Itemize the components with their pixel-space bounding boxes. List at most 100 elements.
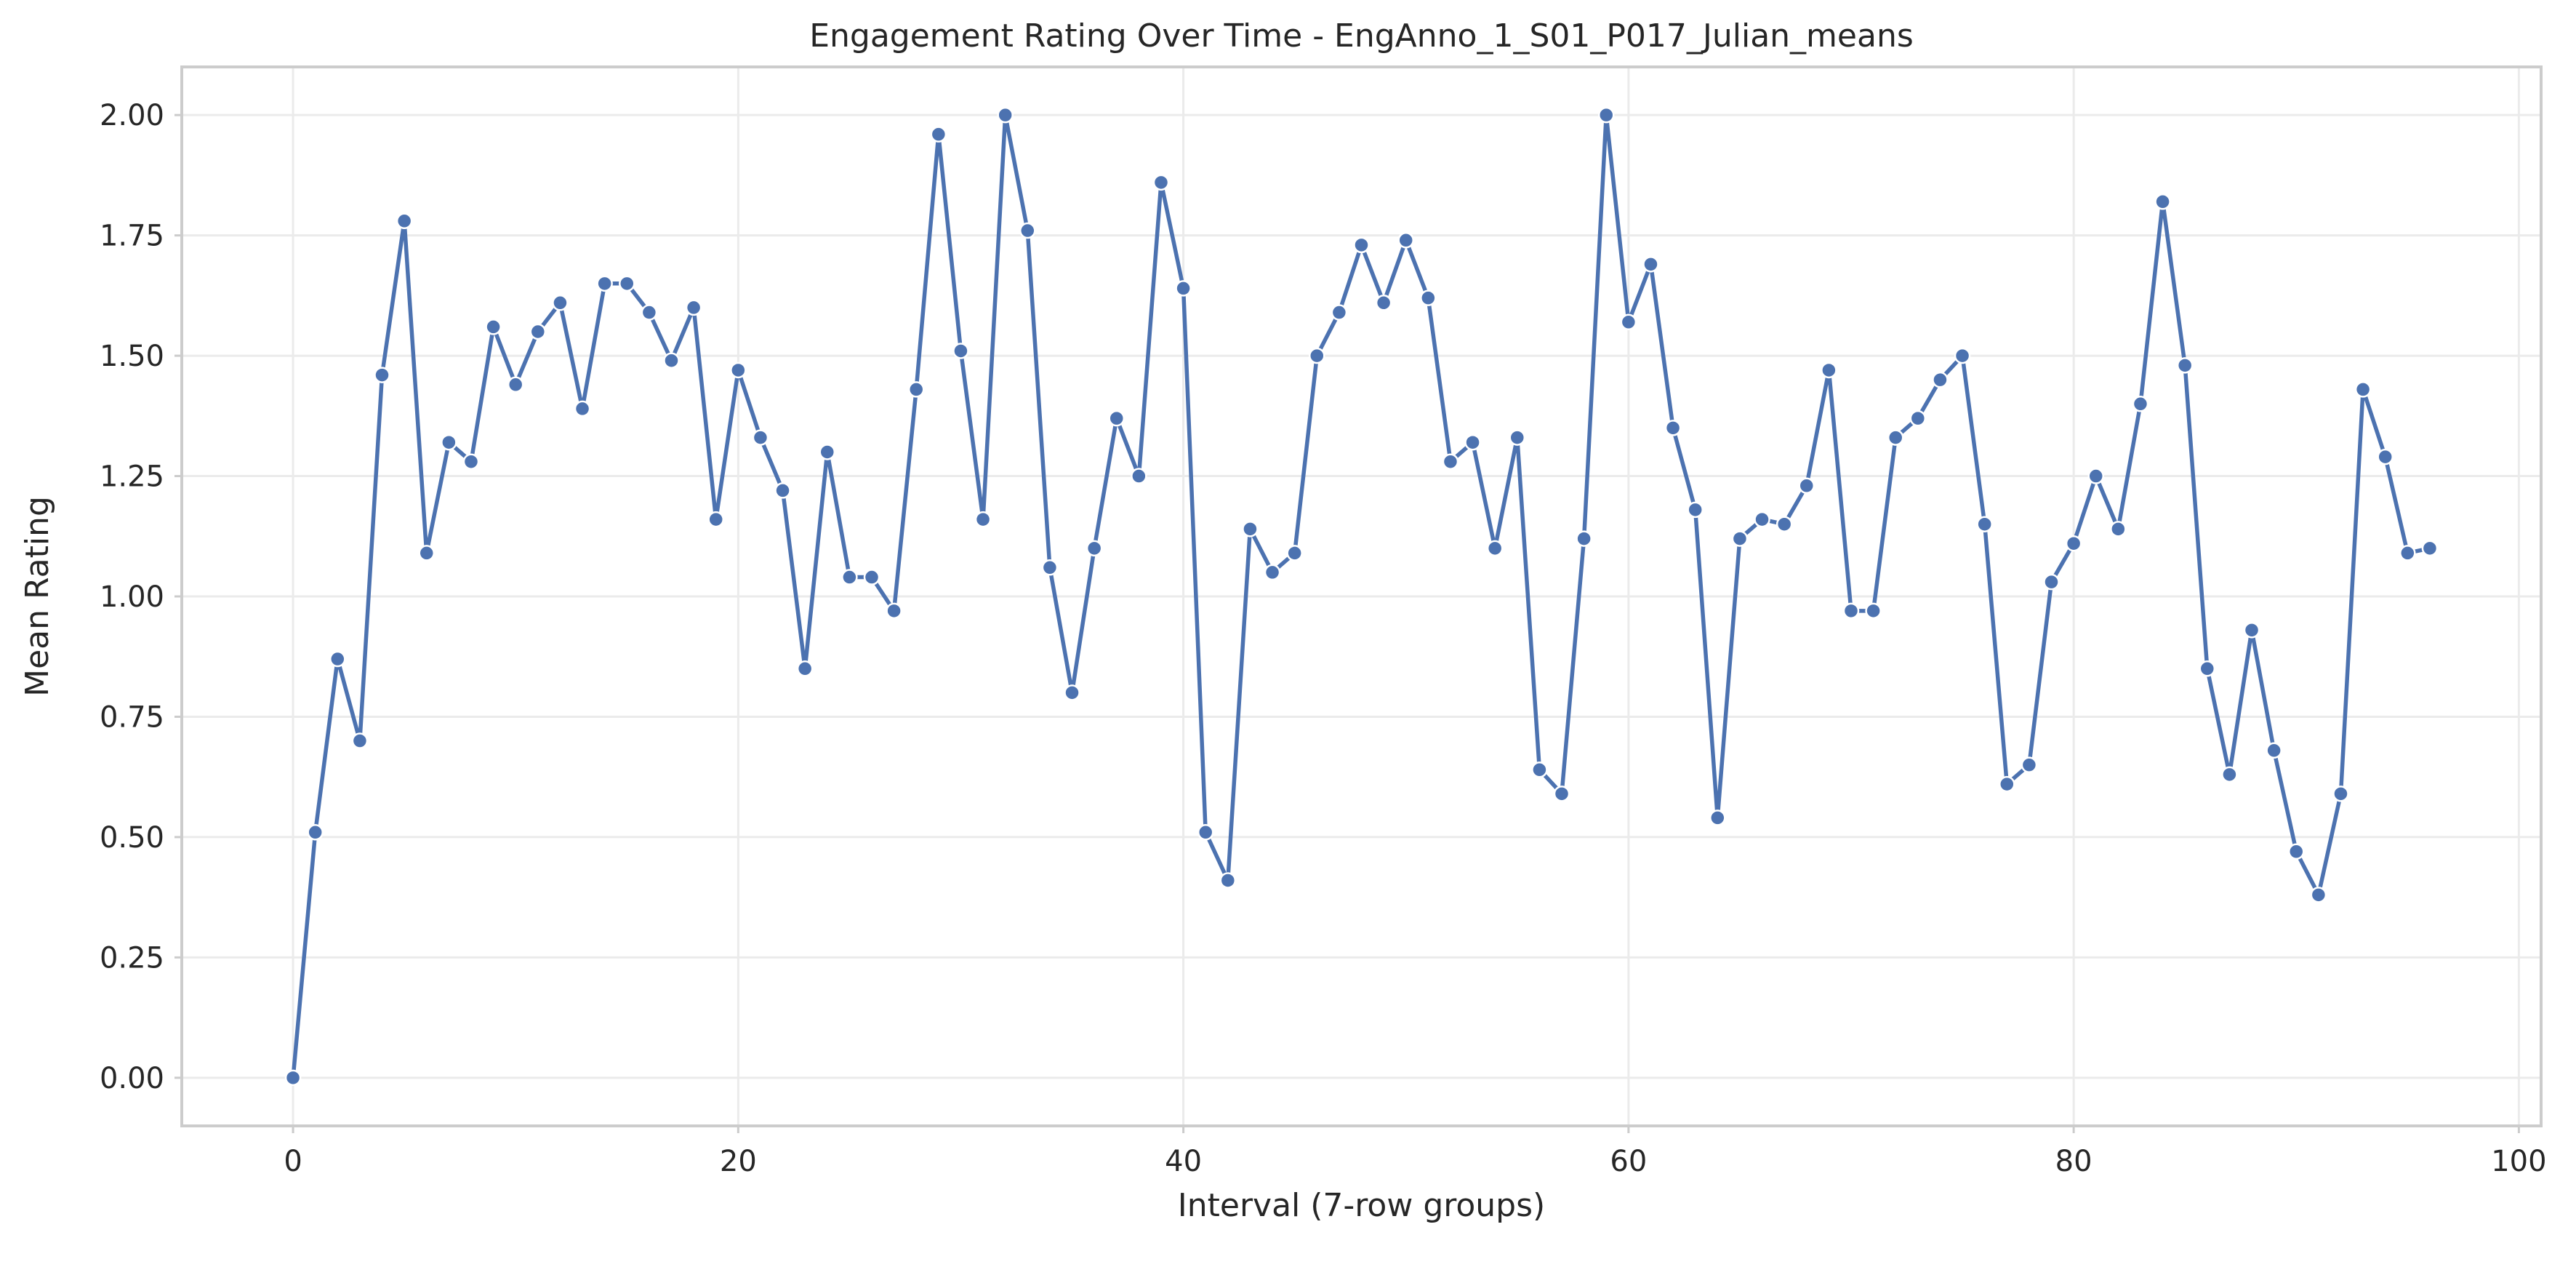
data-point	[1865, 602, 1882, 620]
data-point	[2266, 742, 2282, 759]
data-point	[2221, 766, 2238, 783]
data-point	[1131, 468, 1147, 484]
x-axis-label: Interval (7-row groups)	[1178, 1187, 1545, 1224]
data-point	[1442, 453, 1459, 470]
data-point	[574, 400, 591, 417]
y-tick-label: 0.25	[100, 941, 164, 975]
data-point	[1197, 824, 1214, 841]
data-point	[2087, 468, 2104, 484]
data-point	[2310, 887, 2327, 903]
data-point	[663, 352, 680, 369]
data-point	[1264, 564, 1281, 581]
data-point	[1687, 501, 1704, 519]
series-engagement	[284, 106, 2439, 1087]
data-point	[2132, 396, 2149, 412]
data-point	[1842, 602, 1860, 620]
data-point	[552, 295, 569, 311]
data-point	[974, 511, 992, 528]
data-point	[1553, 786, 1570, 802]
y-axis-label: Mean Rating	[19, 496, 56, 697]
data-point	[596, 275, 613, 292]
data-point	[329, 650, 346, 668]
data-point	[1309, 347, 1325, 364]
data-point	[1509, 429, 1526, 446]
data-point	[819, 444, 836, 460]
x-tick-label: 80	[2055, 1145, 2093, 1178]
data-point	[2288, 843, 2305, 860]
y-tick-label: 1.50	[100, 340, 164, 373]
data-point	[1909, 409, 1927, 427]
data-point	[1152, 174, 1170, 191]
data-point	[1620, 313, 1637, 331]
data-point	[396, 212, 413, 230]
chart-title: Engagement Rating Over Time - EngAnno_1_…	[809, 17, 1914, 55]
data-point	[1397, 232, 1414, 249]
data-point	[1731, 530, 1749, 547]
x-tick-label: 0	[284, 1145, 302, 1178]
data-point	[863, 569, 880, 585]
data-point	[2421, 540, 2439, 557]
data-point	[1754, 511, 1770, 528]
data-point	[1041, 559, 1059, 576]
data-point	[930, 126, 947, 143]
data-point	[1775, 516, 1793, 532]
data-point	[441, 433, 457, 451]
data-point	[2399, 545, 2416, 561]
data-point	[952, 343, 969, 359]
data-point	[2354, 381, 2372, 398]
data-point	[707, 511, 724, 528]
data-point	[1353, 236, 1370, 254]
data-point	[1064, 684, 1080, 701]
data-point	[529, 323, 547, 340]
data-point	[1420, 289, 1437, 306]
data-point	[997, 106, 1014, 124]
data-point	[284, 1069, 302, 1087]
data-point	[685, 299, 702, 316]
data-point	[1242, 521, 1259, 537]
data-point	[1219, 872, 1237, 889]
data-point	[2065, 535, 2082, 552]
data-point	[886, 602, 902, 620]
axis-ticks: 0 20 40 60 80 100 0.00 0.25 0.50 0.75 1.00 1.25 1.50…	[100, 99, 2547, 1178]
data-point	[1375, 295, 1392, 311]
data-point	[1086, 540, 1103, 557]
y-tick-label: 0.00	[100, 1062, 164, 1095]
data-point	[1597, 106, 1615, 124]
data-point	[2021, 756, 2038, 773]
data-point	[462, 453, 480, 470]
data-point	[2176, 357, 2194, 374]
data-point	[774, 482, 791, 499]
data-point	[796, 660, 814, 677]
data-point	[1798, 477, 1815, 495]
y-tick-label: 0.75	[100, 700, 164, 734]
data-point	[907, 381, 925, 398]
data-point	[1019, 222, 1036, 239]
x-tick-label: 100	[2491, 1145, 2546, 1178]
data-point	[418, 545, 435, 561]
data-point	[2243, 622, 2260, 639]
data-point	[730, 361, 747, 379]
data-point	[1999, 775, 2015, 793]
data-point	[1286, 545, 1303, 561]
y-tick-label: 1.75	[100, 220, 164, 253]
data-point	[1932, 371, 1949, 388]
data-point	[1331, 304, 1348, 321]
data-point	[1976, 516, 1993, 532]
y-tick-label: 1.00	[100, 580, 164, 614]
data-point	[1887, 429, 1904, 446]
data-point	[1175, 280, 1192, 297]
y-tick-label: 1.25	[100, 460, 164, 494]
data-point	[1709, 810, 1726, 826]
data-point	[619, 275, 635, 292]
data-point	[2154, 193, 2171, 210]
y-tick-label: 2.00	[100, 99, 164, 132]
y-tick-label: 0.50	[100, 821, 164, 855]
data-point	[1954, 347, 1971, 364]
data-point	[2332, 786, 2349, 802]
data-point	[2043, 573, 2060, 591]
data-point	[1821, 361, 1837, 379]
grid	[182, 67, 2541, 1126]
data-point	[1664, 420, 1682, 436]
x-tick-label: 40	[1165, 1145, 1202, 1178]
